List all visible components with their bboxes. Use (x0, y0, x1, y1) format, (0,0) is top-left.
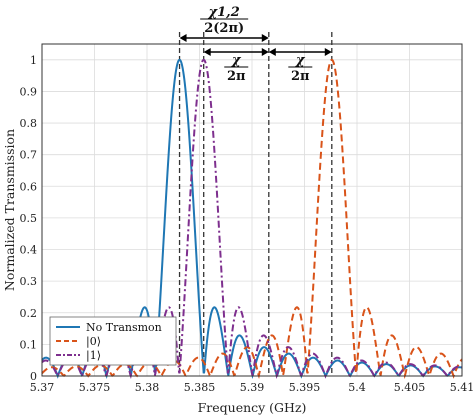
tick-labels: 5.37 5.375 5.38 5.385 5.39 5.395 5.4 5.405 5.41 0… (20, 54, 474, 394)
y-axis-label: Normalized Transmission (2, 129, 17, 291)
y-tick-label: 1 (30, 54, 37, 67)
x-tick-label: 5.37 (30, 381, 55, 394)
x-tick-label: 5.4 (348, 381, 366, 394)
x-tick-label: 5.385 (184, 381, 216, 394)
arrow-head (203, 48, 269, 56)
legend-box (49, 316, 177, 366)
arrow-head (268, 48, 332, 56)
y-tick-label: 0.7 (20, 149, 38, 162)
legend-label: |0⟩ (86, 335, 101, 349)
legend-label: |1⟩ (86, 349, 101, 363)
y-tick-label: 0.8 (20, 117, 38, 130)
y-tick-label: 0.1 (20, 338, 38, 351)
x-tick-label: 5.39 (240, 381, 265, 394)
x-tick-label: 5.41 (450, 381, 474, 394)
y-tick-label: 0.2 (20, 307, 38, 320)
y-tick-label: 0.4 (20, 244, 38, 257)
y-tick-label: 0.3 (20, 275, 38, 288)
y-tick-label: 0.9 (20, 85, 38, 98)
annotation-numerator: χ (295, 53, 306, 68)
x-axis-label: Frequency (GHz) (198, 400, 307, 415)
annotation-denominator: 2(2π) (204, 21, 244, 36)
annotation-numerator: χ (231, 53, 242, 68)
y-tick-label: 0.6 (20, 180, 38, 193)
x-tick-label: 5.375 (79, 381, 111, 394)
annotation: χ2π (268, 48, 332, 84)
annotation: χ1,22(2π) (179, 5, 269, 42)
series-line (41, 58, 463, 379)
annotation-numerator: χ1,2 (208, 5, 240, 20)
x-tick-label: 5.38 (135, 381, 160, 394)
x-tick-label: 5.395 (289, 381, 321, 394)
annotation: χ2π (203, 48, 269, 84)
x-tick-label: 5.405 (394, 381, 426, 394)
legend-label: No Transmon (86, 321, 162, 334)
y-tick-label: 0.5 (20, 212, 38, 225)
reference-vlines (178, 32, 333, 376)
annotation-denominator: 2π (291, 69, 310, 84)
y-tick-label: 0 (30, 370, 37, 383)
legend: No Transmon|0⟩|1⟩ (49, 316, 177, 366)
annotation-denominator: 2π (227, 69, 246, 84)
plot-frame (41, 43, 463, 377)
